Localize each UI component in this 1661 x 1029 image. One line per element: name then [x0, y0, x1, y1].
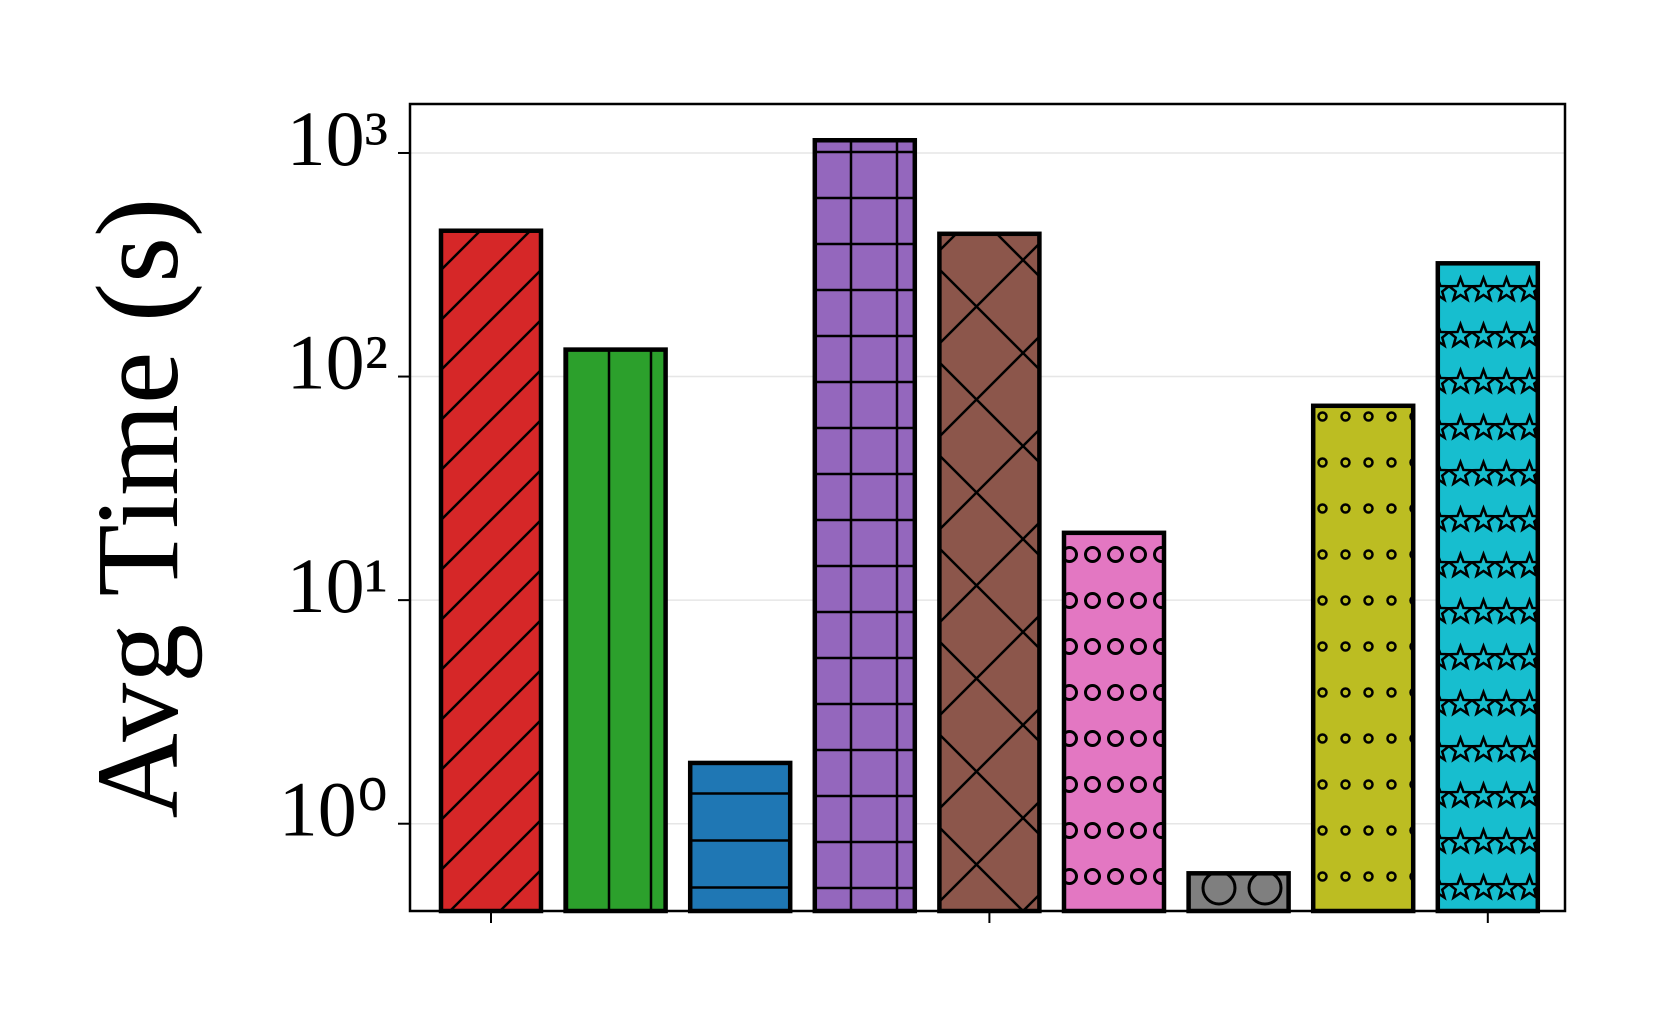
bar — [687, 760, 793, 914]
bar — [1435, 261, 1541, 914]
axes-frame — [408, 102, 1567, 913]
bar — [1061, 530, 1167, 914]
y-tick-label: 10³ — [287, 95, 388, 182]
bar — [1186, 871, 1291, 914]
y-tick-label: 10² — [287, 318, 388, 405]
bar — [1310, 403, 1416, 914]
y-axis-label: Avg Time (s) — [72, 198, 203, 819]
bar — [812, 138, 918, 914]
y-tick-label: 10¹ — [287, 542, 388, 629]
bar — [937, 231, 1042, 914]
y-tick-label: 10⁰ — [279, 766, 388, 853]
bar — [438, 228, 544, 914]
bar — [563, 347, 668, 914]
